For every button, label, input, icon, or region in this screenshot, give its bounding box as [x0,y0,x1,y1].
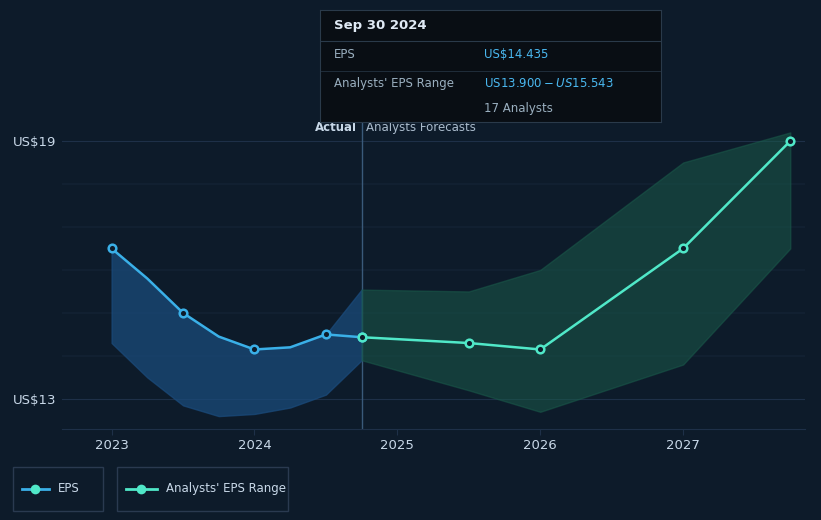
Text: EPS: EPS [57,483,80,495]
Text: EPS: EPS [334,48,355,61]
Text: US$14.435: US$14.435 [484,48,548,61]
Text: 17 Analysts: 17 Analysts [484,102,553,115]
Text: US$13.900 - US$15.543: US$13.900 - US$15.543 [484,77,613,90]
FancyBboxPatch shape [13,467,103,511]
Text: Analysts' EPS Range: Analysts' EPS Range [334,77,454,90]
FancyBboxPatch shape [117,467,288,511]
Text: Actual: Actual [315,121,357,134]
Text: Analysts' EPS Range: Analysts' EPS Range [167,483,287,495]
Text: Analysts Forecasts: Analysts Forecasts [366,121,476,134]
Text: Sep 30 2024: Sep 30 2024 [334,19,426,32]
